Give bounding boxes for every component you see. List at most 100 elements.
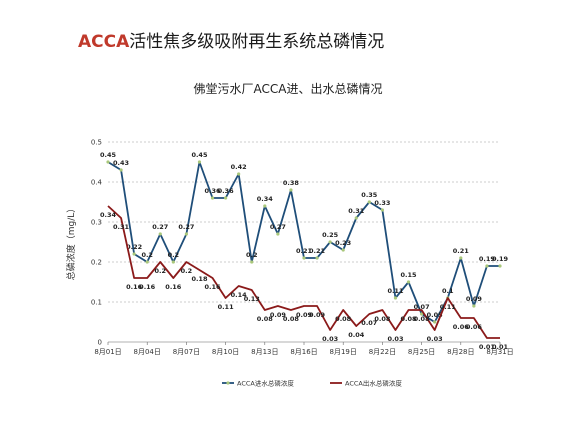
data-label-inflow: 0.25 bbox=[322, 231, 339, 239]
x-tick-label: 8月01日 bbox=[94, 348, 121, 356]
data-label-outflow: 0.11 bbox=[218, 303, 235, 311]
data-point-inflow bbox=[289, 188, 293, 192]
y-axis-label: 总磷浓度（mg/L） bbox=[65, 204, 77, 281]
data-label-outflow: 0.03 bbox=[387, 335, 403, 343]
data-label-inflow: 0.15 bbox=[401, 271, 418, 279]
data-point-inflow bbox=[315, 256, 319, 260]
data-label-inflow: 0.36 bbox=[205, 187, 222, 195]
chart-title: 佛堂污水厂ACCA进、出水总磷情况 bbox=[193, 82, 383, 96]
y-tick-label: 0.2 bbox=[91, 259, 102, 267]
data-point-inflow bbox=[224, 196, 228, 200]
data-point-inflow bbox=[210, 196, 215, 200]
legend-marker-inflow bbox=[226, 381, 230, 385]
slide-title-text: 活性焦多级吸附再生系统总磷情况 bbox=[129, 32, 385, 52]
data-point-inflow bbox=[472, 304, 476, 308]
data-label-inflow: 0.27 bbox=[178, 223, 194, 231]
data-point-inflow bbox=[171, 260, 175, 264]
legend-label-inflow: ACCA进水总磷浓度 bbox=[237, 378, 294, 387]
data-point-inflow bbox=[237, 172, 241, 176]
data-label-inflow: 0.43 bbox=[113, 159, 129, 167]
x-tick-label: 8月07日 bbox=[173, 348, 200, 356]
data-label-outflow: 0.14 bbox=[231, 291, 248, 299]
data-label-inflow: 0.35 bbox=[361, 191, 378, 199]
data-label-outflow: 0.11 bbox=[440, 303, 457, 311]
y-tick-label: 0.1 bbox=[91, 299, 102, 307]
data-label-inflow: 0.2 bbox=[141, 251, 153, 259]
data-label-inflow: 0.36 bbox=[218, 187, 235, 195]
data-label-outflow: 0.01 bbox=[492, 343, 509, 351]
data-point-inflow bbox=[158, 232, 162, 236]
data-label-outflow: 0.08 bbox=[283, 315, 300, 323]
data-point-inflow bbox=[420, 312, 424, 316]
data-label-outflow: 0.08 bbox=[335, 315, 352, 323]
x-tick-label: 8月16日 bbox=[290, 348, 317, 356]
data-point-inflow bbox=[302, 256, 306, 260]
data-label-outflow: 0.01 bbox=[479, 343, 496, 351]
data-label-inflow: 0.2 bbox=[168, 251, 180, 259]
data-label-outflow: 0.08 bbox=[401, 315, 418, 323]
y-tick-label: 0.4 bbox=[91, 179, 103, 187]
data-label-inflow: 0.42 bbox=[231, 163, 247, 171]
data-label-outflow: 0.09 bbox=[296, 311, 313, 319]
slide-title-accent: ACCA bbox=[78, 32, 130, 52]
data-label-outflow: 0.16 bbox=[126, 283, 143, 291]
data-label-outflow: 0.2 bbox=[181, 267, 193, 275]
data-label-inflow: 0.21 bbox=[309, 247, 326, 255]
x-tick-label: 8月10日 bbox=[212, 348, 239, 356]
data-point-inflow bbox=[145, 260, 149, 264]
data-label-inflow: 0.27 bbox=[270, 223, 286, 231]
legend-label-outflow: ACCA出水总磷浓度 bbox=[345, 378, 402, 387]
data-label-outflow: 0.03 bbox=[322, 335, 338, 343]
data-label-inflow: 0.09 bbox=[466, 295, 483, 303]
x-tick-label: 8月19日 bbox=[330, 348, 357, 356]
x-tick-label: 8月31日 bbox=[486, 348, 513, 356]
data-point-inflow bbox=[380, 208, 384, 212]
data-label-inflow: 0.11 bbox=[387, 287, 404, 295]
data-label-outflow: 0.2 bbox=[155, 267, 167, 275]
data-point-inflow bbox=[485, 264, 489, 268]
y-tick-label: 0 bbox=[98, 339, 102, 347]
data-label-inflow: 0.07 bbox=[414, 303, 430, 311]
data-label-outflow: 0.16 bbox=[139, 283, 156, 291]
series-line-outflow bbox=[107, 205, 500, 339]
y-tick-label: 0.3 bbox=[91, 219, 102, 227]
data-label-outflow: 0.08 bbox=[374, 315, 391, 323]
data-label-outflow: 0.07 bbox=[361, 319, 377, 327]
data-point-inflow bbox=[250, 260, 254, 264]
data-label-outflow: 0.09 bbox=[270, 311, 287, 319]
data-point-inflow bbox=[276, 232, 280, 236]
series-line-inflow bbox=[107, 161, 500, 323]
data-point-inflow bbox=[328, 240, 332, 244]
x-tick-label: 8月28日 bbox=[447, 348, 474, 356]
data-label-inflow: 0.05 bbox=[427, 311, 444, 319]
data-point-inflow bbox=[406, 280, 411, 284]
data-point-inflow bbox=[197, 160, 202, 164]
data-point-inflow bbox=[433, 320, 437, 324]
data-label-inflow: 0.23 bbox=[335, 239, 351, 247]
data-label-inflow: 0.19 bbox=[492, 255, 509, 263]
data-point-inflow bbox=[119, 168, 123, 172]
data-label-inflow: 0.21 bbox=[296, 247, 313, 255]
data-point-inflow bbox=[263, 204, 267, 208]
x-tick-label: 8月13日 bbox=[251, 348, 278, 356]
data-label-inflow: 0.38 bbox=[283, 179, 300, 187]
data-label-outflow: 0.16 bbox=[165, 283, 182, 291]
data-label-outflow: 0.16 bbox=[205, 283, 222, 291]
data-label-inflow: 0.21 bbox=[453, 247, 470, 255]
data-label-outflow: 0.09 bbox=[309, 311, 326, 319]
data-point-inflow bbox=[393, 296, 398, 300]
data-label-outflow: 0.31 bbox=[113, 223, 130, 231]
data-label-inflow: 0.19 bbox=[479, 255, 496, 263]
x-tick-label: 8月25日 bbox=[408, 348, 435, 356]
data-point-inflow bbox=[132, 252, 136, 256]
data-point-inflow bbox=[106, 160, 110, 164]
x-tick-label: 8月04日 bbox=[134, 348, 161, 356]
data-label-outflow: 0.34 bbox=[100, 211, 117, 219]
y-tick-label: 0.5 bbox=[91, 139, 102, 147]
data-point-inflow bbox=[341, 248, 345, 252]
data-label-inflow: 0.22 bbox=[126, 243, 142, 251]
data-label-inflow: 0.33 bbox=[374, 199, 390, 207]
x-tick-label: 8月22日 bbox=[369, 348, 396, 356]
data-label-inflow: 0.31 bbox=[348, 207, 365, 215]
